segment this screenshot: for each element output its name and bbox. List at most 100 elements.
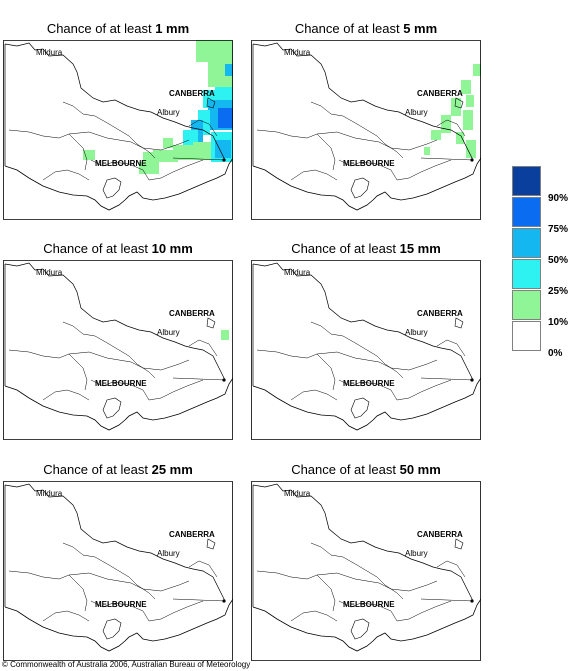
map-boundary-line <box>251 481 481 661</box>
map-boundary-line <box>4 598 233 652</box>
probability-cell <box>221 330 229 340</box>
map-boundary-line <box>90 379 150 401</box>
place-label-mildura: Mildura <box>284 268 311 277</box>
map-boundary-line <box>8 129 88 171</box>
map-boundary-line <box>130 580 190 592</box>
map-boundary-line <box>454 97 464 109</box>
place-label-canberra: CANBERRA <box>417 530 463 539</box>
victoria-base-map: Mildura CANBERRA Albury MELBOURNE <box>251 481 481 661</box>
map-boundary-line <box>396 600 452 622</box>
map-panel-10mm: Mildura CANBERRA Albury MELBOURNE <box>3 260 233 440</box>
place-label-melbourne: MELBOURNE <box>343 379 395 388</box>
legend-swatch-25 <box>512 259 541 289</box>
copyright-footer: © Commonwealth of Australia 2006, Austra… <box>2 660 251 669</box>
place-label-albury: Albury <box>157 108 180 117</box>
map-boundary-line <box>396 159 452 181</box>
map-boundary-line <box>148 600 204 622</box>
place-label-canberra: CANBERRA <box>169 309 215 318</box>
coastal-station-marker <box>470 378 474 382</box>
map-boundary-line <box>290 610 338 622</box>
panel-title-25mm: Chance of at least 25 mm <box>43 462 193 477</box>
legend-swatch-75 <box>512 197 541 227</box>
map-boundary-line <box>338 600 398 622</box>
map-boundary-line <box>3 260 233 440</box>
probability-cell <box>431 130 441 140</box>
place-label-mildura: Mildura <box>284 489 311 498</box>
place-label-mildura: Mildura <box>36 489 63 498</box>
probability-cell <box>83 150 95 160</box>
place-label-albury: Albury <box>157 549 180 558</box>
legend-label-25: 25% <box>548 286 569 297</box>
map-boundary-line <box>316 351 380 363</box>
coastal-station-marker <box>222 599 226 603</box>
place-label-canberra: CANBERRA <box>169 89 215 98</box>
place-label-canberra: CANBERRA <box>169 530 215 539</box>
map-boundary-line <box>256 129 336 171</box>
map-boundary-line <box>378 139 438 151</box>
map-boundary-line <box>130 359 190 371</box>
place-label-canberra: CANBERRA <box>417 89 463 98</box>
map-boundary-line <box>102 618 122 640</box>
probability-cell <box>218 108 233 128</box>
place-label-melbourne: MELBOURNE <box>95 600 147 609</box>
probability-cell <box>193 142 211 160</box>
map-boundary-line <box>436 119 466 137</box>
map-boundary-line <box>252 262 474 381</box>
map-boundary-line <box>3 40 233 220</box>
place-label-albury: Albury <box>157 328 180 337</box>
place-label-melbourne: MELBOURNE <box>95 159 147 168</box>
map-boundary-line <box>420 377 474 381</box>
map-panel-25mm: Mildura CANBERRA Albury MELBOURNE <box>3 481 233 661</box>
panel-title-10mm: Chance of at least 10 mm <box>43 241 193 256</box>
map-panel-1mm: Mildura CANBERRA Albury MELBOURNE <box>3 40 233 220</box>
map-boundary-line <box>350 618 370 640</box>
map-boundary-line <box>252 42 474 161</box>
map-boundary-line <box>252 483 474 602</box>
map-boundary-line <box>206 317 216 329</box>
place-label-melbourne: MELBOURNE <box>343 159 395 168</box>
probability-cell <box>424 147 430 155</box>
probability-cell <box>225 64 233 76</box>
map-boundary-line <box>4 262 226 381</box>
map-boundary-line <box>454 317 464 329</box>
map-boundary-line <box>3 481 233 661</box>
place-label-mildura: Mildura <box>36 268 63 277</box>
map-boundary-line <box>8 570 88 612</box>
map-boundary-line <box>188 119 218 137</box>
probability-cell <box>451 98 461 116</box>
place-label-albury: Albury <box>405 549 428 558</box>
legend-label-75: 75% <box>548 224 569 235</box>
map-boundary-line <box>102 397 122 419</box>
legend-label-90: 90% <box>548 193 569 204</box>
legend-swatch-90 <box>512 166 541 196</box>
map-boundary-line <box>188 560 218 578</box>
map-boundary-line <box>338 159 398 181</box>
map-boundary-line <box>206 97 216 109</box>
map-boundary-line <box>378 580 438 592</box>
probability-cell <box>139 162 159 174</box>
map-boundary-line <box>90 600 150 622</box>
victoria-base-map: Mildura CANBERRA Albury MELBOURNE <box>251 260 481 440</box>
map-boundary-line <box>252 377 481 431</box>
map-boundary-line <box>8 349 88 391</box>
victoria-base-map: Mildura CANBERRA Albury MELBOURNE <box>251 40 481 220</box>
coastal-station-marker <box>222 158 226 162</box>
map-boundary-line <box>68 572 132 584</box>
legend-swatch-10 <box>512 290 541 320</box>
map-boundary-line <box>206 538 216 550</box>
coastal-station-marker <box>222 378 226 382</box>
probability-cell <box>153 150 178 162</box>
probability-cell <box>473 64 481 76</box>
map-boundary-line <box>42 169 90 181</box>
probability-cell <box>466 95 474 107</box>
probability-cell <box>461 80 471 94</box>
map-boundary-line <box>350 177 370 199</box>
map-panel-5mm: Mildura CANBERRA Albury MELBOURNE <box>251 40 481 220</box>
legend-label-10: 10% <box>548 317 569 328</box>
map-boundary-line <box>4 42 226 161</box>
panel-title-5mm: Chance of at least 5 mm <box>294 21 438 36</box>
map-boundary-line <box>4 157 233 211</box>
place-label-mildura: Mildura <box>284 48 311 57</box>
map-boundary-line <box>172 377 226 381</box>
legend-swatch-50 <box>512 228 541 258</box>
